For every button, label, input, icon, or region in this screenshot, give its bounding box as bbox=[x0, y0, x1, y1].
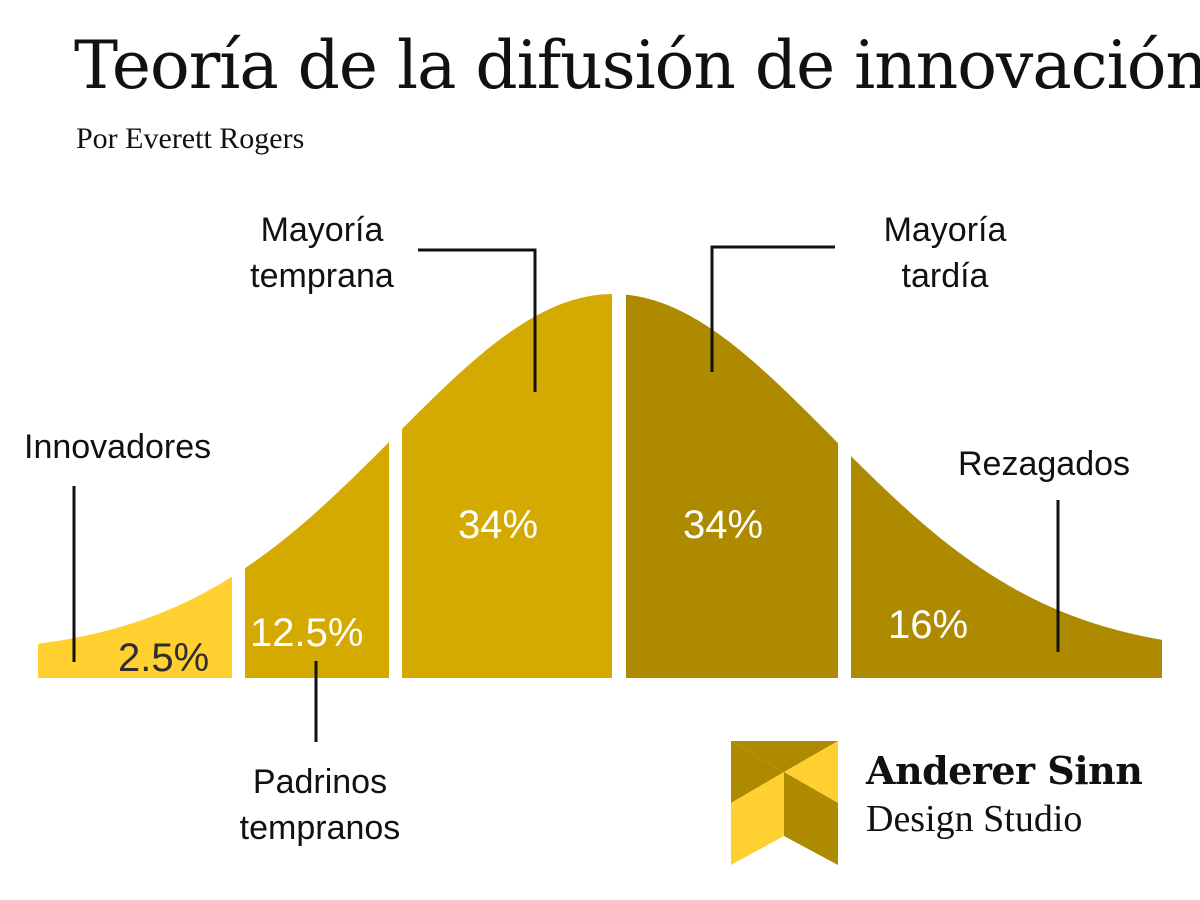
page-subtitle: Por Everett Rogers bbox=[76, 122, 305, 155]
segment-rezagados bbox=[851, 456, 1162, 678]
leader-lines bbox=[72, 245, 1060, 742]
logo-facet-0 bbox=[731, 741, 838, 772]
percent-rezagados: 16% bbox=[888, 603, 969, 647]
percent-innovadores: 2.5% bbox=[118, 636, 210, 680]
label-innovadores: Innovadores bbox=[24, 428, 212, 466]
percent-padrinos-tempranos: 12.5% bbox=[250, 611, 364, 655]
leader-mayoria-temprana bbox=[418, 248, 537, 392]
brand-logo-icon bbox=[731, 741, 838, 865]
percent-mayoria-temprana: 34% bbox=[458, 503, 539, 547]
logo-facet-5 bbox=[731, 803, 784, 865]
logo-facet-4 bbox=[784, 772, 838, 865]
label-mayoria-temprana: Mayoría temprana bbox=[250, 211, 394, 295]
label-rezagados: Rezagados bbox=[958, 445, 1131, 483]
page-title: Teoría de la difusión de innovación bbox=[74, 27, 1200, 104]
segment-mayoria-temprana bbox=[402, 294, 612, 678]
logo-facet-2 bbox=[784, 741, 838, 803]
leader-mayoria-tardia bbox=[710, 245, 835, 372]
label-mayoria-tardia: Mayoría tardía bbox=[883, 211, 1007, 295]
logo-facet-1 bbox=[731, 741, 784, 803]
segment-mayoria-tardia bbox=[626, 294, 838, 678]
brand-name: Anderer Sinn bbox=[866, 748, 1143, 793]
segment-shapes bbox=[38, 294, 1162, 678]
segment-innovadores bbox=[38, 576, 232, 678]
percent-mayoria-tardia: 34% bbox=[683, 503, 764, 547]
label-padrinos-tempranos: Padrinos tempranos bbox=[239, 763, 401, 847]
segment-padrinos-tempranos bbox=[245, 442, 389, 678]
logo-facet-3 bbox=[731, 772, 784, 836]
brand-block: Anderer Sinn Design Studio bbox=[866, 748, 1143, 841]
brand-tagline: Design Studio bbox=[866, 798, 1083, 840]
